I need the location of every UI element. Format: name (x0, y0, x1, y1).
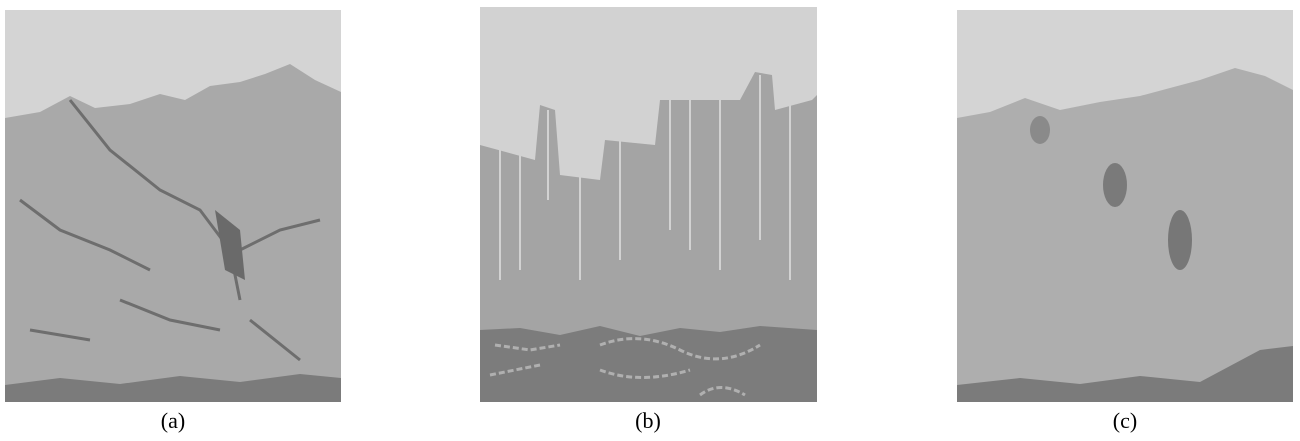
caption: (b) (635, 408, 661, 433)
figure: (a) (b) (c) (0, 0, 1300, 441)
ground (480, 326, 817, 402)
shadow (1103, 163, 1127, 207)
caption: (c) (1113, 408, 1137, 433)
shadow (1168, 210, 1192, 270)
terrain (957, 68, 1293, 402)
page: (a) (b) (c) (() => { const data = JSON.p… (0, 0, 1300, 441)
panel-c-image (957, 10, 1293, 402)
panel-b-image (480, 7, 817, 402)
shadow (1030, 116, 1050, 144)
panel-a-image (5, 10, 341, 402)
caption: (a) (161, 408, 185, 433)
